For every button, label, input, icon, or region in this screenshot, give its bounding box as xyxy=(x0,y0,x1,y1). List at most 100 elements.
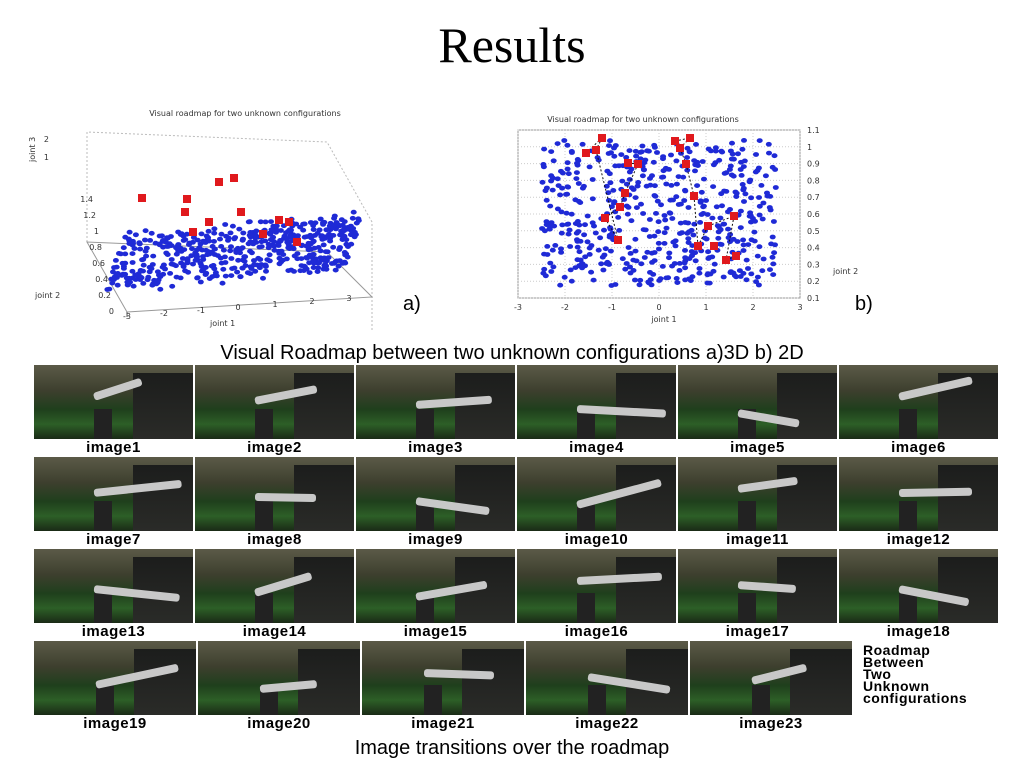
sample-point xyxy=(640,167,647,173)
sample-point xyxy=(211,252,218,257)
sample-point xyxy=(544,244,551,249)
roadmap-node xyxy=(730,212,738,220)
frame-label: image20 xyxy=(198,715,360,733)
sample-point xyxy=(582,254,589,260)
sample-point xyxy=(132,272,139,278)
sample-point xyxy=(728,156,735,162)
sample-point xyxy=(283,256,290,262)
sample-point xyxy=(327,238,334,244)
sample-point xyxy=(602,246,609,252)
sample-point xyxy=(639,143,646,149)
sample-point xyxy=(564,142,571,148)
robot-arm-photo xyxy=(195,365,354,439)
sample-point xyxy=(145,274,152,280)
sample-point xyxy=(330,244,337,250)
sample-point xyxy=(611,145,617,151)
sample-point xyxy=(741,199,747,204)
sample-point xyxy=(691,158,698,163)
roadmap-node xyxy=(704,222,712,230)
frame-label: image5 xyxy=(678,439,837,457)
roadmap-node xyxy=(614,236,622,244)
sample-point xyxy=(756,138,763,143)
sample-point xyxy=(756,195,762,200)
sample-point xyxy=(632,236,639,242)
sample-point xyxy=(668,152,674,158)
roadmap-node xyxy=(582,149,590,157)
sample-point xyxy=(308,235,315,241)
transition-frame: image18 xyxy=(839,549,998,641)
sample-point xyxy=(165,243,172,249)
sample-point xyxy=(632,195,639,200)
sample-point xyxy=(623,261,630,266)
roadmap-node xyxy=(237,208,245,216)
sample-point xyxy=(137,274,144,280)
sample-point xyxy=(589,196,596,202)
sample-point xyxy=(563,210,570,216)
sample-point xyxy=(766,150,772,156)
robot-arm-photo xyxy=(678,549,837,623)
sample-point xyxy=(652,193,659,199)
sample-point xyxy=(543,197,550,203)
sample-point xyxy=(192,250,199,256)
sample-point xyxy=(693,142,699,147)
robot-arm-photo xyxy=(362,641,524,715)
plot-3d-box xyxy=(86,131,373,332)
plot-2d-xtick: 1 xyxy=(703,303,708,312)
sample-point xyxy=(233,248,240,254)
sample-point xyxy=(257,219,264,225)
sample-point xyxy=(743,277,750,283)
sample-point xyxy=(715,224,722,230)
sample-point xyxy=(557,282,564,288)
sample-point xyxy=(294,256,301,262)
sample-point xyxy=(755,282,762,288)
sample-point xyxy=(568,150,575,155)
sample-point xyxy=(331,215,338,221)
sample-point xyxy=(758,183,765,188)
transition-frame: image3 xyxy=(356,365,515,457)
plot-2d-xtick: -1 xyxy=(608,303,616,312)
plot-3d-xlabel: joint 1 xyxy=(209,319,235,328)
sample-point xyxy=(541,228,548,234)
roadmap-node xyxy=(722,256,730,264)
plot-2d-xlabel: joint 1 xyxy=(650,315,676,324)
sample-point xyxy=(173,274,180,280)
frame-label: image6 xyxy=(839,439,998,457)
robot-arm-photo xyxy=(839,457,998,531)
sample-point xyxy=(140,281,147,286)
sample-point xyxy=(111,265,118,270)
sample-point xyxy=(554,206,561,212)
robot-arm-photo xyxy=(678,457,837,531)
transition-frame: image13 xyxy=(34,549,193,641)
plot-2d-xtick: -2 xyxy=(561,303,569,312)
sample-point xyxy=(271,239,278,245)
sample-point xyxy=(661,230,668,236)
transition-frame: image2 xyxy=(195,365,354,457)
sample-point xyxy=(558,209,565,215)
sample-point xyxy=(202,272,209,277)
sample-point xyxy=(234,269,241,275)
sample-point xyxy=(182,268,189,274)
sample-point xyxy=(721,171,728,176)
sample-point xyxy=(574,157,581,162)
roadmap-node xyxy=(601,214,609,222)
sample-point xyxy=(179,256,186,261)
sample-point xyxy=(705,146,712,152)
sample-point xyxy=(741,158,748,164)
sample-point xyxy=(685,205,692,210)
sample-point xyxy=(640,211,647,216)
sample-point xyxy=(663,225,670,231)
sample-point xyxy=(611,153,618,159)
sample-point xyxy=(237,274,244,280)
sample-point xyxy=(674,280,681,285)
sample-point xyxy=(238,246,245,252)
sample-point xyxy=(642,157,649,163)
plot-3d-ytick: 1.2 xyxy=(83,211,96,220)
sample-point xyxy=(335,263,342,269)
roadmap-node xyxy=(676,144,684,152)
sample-point xyxy=(671,261,678,266)
sample-point xyxy=(577,257,584,263)
sample-point xyxy=(271,247,278,253)
sample-point xyxy=(759,268,766,274)
robot-arm-photo xyxy=(526,641,688,715)
sample-point xyxy=(575,181,582,186)
